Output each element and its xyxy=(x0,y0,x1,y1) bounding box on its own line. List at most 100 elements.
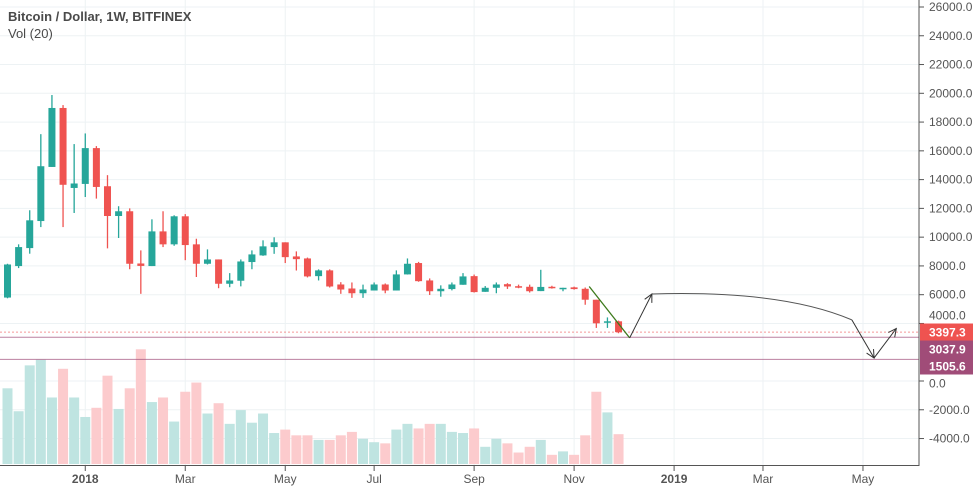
price-label-box xyxy=(920,357,973,375)
price-tick-label: 12000.0 xyxy=(929,201,973,215)
volume-bar xyxy=(224,423,235,464)
price-tick-label: 8000.0 xyxy=(929,259,966,273)
candle-body xyxy=(415,263,423,282)
volume-bar xyxy=(2,388,13,464)
time-tick-label: Jul xyxy=(366,472,381,486)
time-tick-label: May xyxy=(852,472,875,486)
volume-bar xyxy=(480,446,491,464)
candle-body xyxy=(170,216,178,245)
volume-bar xyxy=(191,382,202,464)
volume-bar xyxy=(335,435,346,464)
volume-bar xyxy=(158,397,169,464)
candle-body xyxy=(259,246,267,256)
symbol-title[interactable]: Bitcoin / Dollar, 1W, BITFINEX xyxy=(8,9,192,24)
projection-arrow-down xyxy=(851,319,874,358)
price-tick-label: 24000.0 xyxy=(929,29,973,43)
price-tick-label: -2000.0 xyxy=(929,403,970,417)
candle-body xyxy=(137,263,145,266)
candle-body xyxy=(237,261,245,281)
volume-bar xyxy=(591,391,602,464)
volume-bar xyxy=(602,412,613,464)
volume-bar xyxy=(24,365,35,464)
volume-bar xyxy=(458,433,469,464)
candle-body xyxy=(470,276,478,293)
candle-body xyxy=(103,186,111,217)
candle-body xyxy=(70,183,78,188)
candle-body xyxy=(581,288,589,300)
volume-bar xyxy=(446,431,457,464)
candle-body xyxy=(37,166,45,222)
volume-bar xyxy=(502,443,513,464)
price-tick-label: -4000.0 xyxy=(929,432,970,446)
candle-body xyxy=(559,287,567,290)
candle-body xyxy=(592,299,600,324)
candle-body xyxy=(48,107,56,167)
volume-bar xyxy=(380,443,391,464)
volume-bar xyxy=(13,411,24,464)
candle-body xyxy=(215,259,223,284)
candle-body xyxy=(92,148,100,187)
volume-bar xyxy=(80,416,91,464)
volume-bar xyxy=(513,452,524,464)
time-tick-label: Mar xyxy=(175,472,196,486)
legend: Bitcoin / Dollar, 1W, BITFINEX Vol (20) xyxy=(8,8,191,42)
candle-body xyxy=(381,284,389,291)
price-label-box xyxy=(920,340,973,358)
volume-bar xyxy=(413,428,424,464)
candle-body xyxy=(126,211,134,264)
price-tick-label: 22000.0 xyxy=(929,58,973,72)
volume-bar xyxy=(269,433,280,464)
drawings[interactable] xyxy=(588,286,896,358)
volume-bar xyxy=(402,423,413,464)
candle-body xyxy=(270,242,278,248)
volume-bar xyxy=(169,421,180,464)
volume-bar xyxy=(302,435,313,464)
candle-body xyxy=(26,220,34,249)
price-axis[interactable]: 26000.0 24000.0 22000.0 20000.0 18000.0 16000… xyxy=(919,0,973,446)
candle-body xyxy=(615,321,623,333)
price-tick-label: 10000.0 xyxy=(929,230,973,244)
volume-bar xyxy=(91,407,102,464)
volume-indicator-label[interactable]: Vol (20) xyxy=(8,26,53,41)
candle-body xyxy=(570,287,578,290)
volume-bar xyxy=(146,402,157,464)
time-tick-label: May xyxy=(274,472,297,486)
price-label: 3037.9 xyxy=(929,343,966,357)
candle-body xyxy=(481,287,489,292)
volume-bars xyxy=(2,349,624,464)
volume-bar xyxy=(124,388,135,464)
price-label: 3397.3 xyxy=(929,326,966,340)
time-tick-label: 2019 xyxy=(661,472,688,486)
price-tick-label: 14000.0 xyxy=(929,173,973,187)
candle-body xyxy=(303,258,311,277)
volume-bar xyxy=(324,439,335,464)
price-label: 1505.6 xyxy=(929,360,966,374)
price-tick-label: 0.0 xyxy=(929,377,946,391)
price-tick-label: 16000.0 xyxy=(929,144,973,158)
volume-bar xyxy=(469,428,480,464)
candle-body xyxy=(248,254,256,263)
volume-bar xyxy=(35,359,46,464)
candle-body xyxy=(326,270,334,287)
time-tick-label: 2018 xyxy=(72,472,99,486)
candle-body xyxy=(81,148,89,184)
volume-bar xyxy=(280,429,291,464)
projection-arrow-up xyxy=(629,294,652,339)
candle-body xyxy=(292,256,300,260)
volume-bar xyxy=(102,375,113,464)
candle-body xyxy=(459,276,467,285)
candles xyxy=(4,95,623,334)
volume-bar xyxy=(291,435,302,464)
candle-body xyxy=(15,247,23,267)
time-tick-label: Mar xyxy=(753,472,774,486)
time-tick-label: Sep xyxy=(463,472,485,486)
projection-curve xyxy=(651,293,853,321)
candle-body xyxy=(537,286,545,292)
candle-body xyxy=(226,280,234,284)
price-tick-label: 26000.0 xyxy=(929,0,973,14)
time-axis[interactable]: 2018 Mar May Jul Sep Nov 2019 Mar May xyxy=(72,466,874,486)
candle-body xyxy=(403,263,411,275)
price-tick-label: 20000.0 xyxy=(929,86,973,100)
volume-bar xyxy=(580,435,591,464)
